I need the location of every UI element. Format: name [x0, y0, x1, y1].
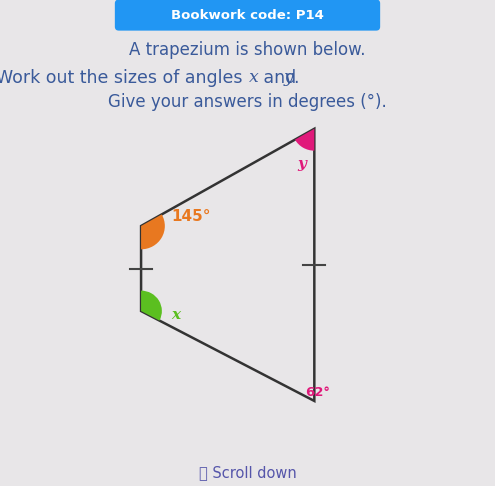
Text: and: and	[258, 69, 302, 87]
Text: y: y	[284, 69, 294, 86]
FancyBboxPatch shape	[115, 0, 380, 31]
Wedge shape	[295, 129, 314, 151]
Text: A trapezium is shown below.: A trapezium is shown below.	[129, 40, 366, 59]
Text: ⤵ Scroll down: ⤵ Scroll down	[198, 465, 297, 480]
Wedge shape	[141, 214, 165, 249]
Text: x: x	[248, 69, 258, 86]
Text: Bookwork code: P14: Bookwork code: P14	[171, 9, 324, 21]
Text: Work out the sizes of angles: Work out the sizes of angles	[0, 69, 248, 87]
Wedge shape	[141, 291, 162, 321]
Text: .: .	[293, 69, 298, 87]
Text: 145°: 145°	[172, 209, 211, 224]
Text: x: x	[171, 308, 180, 322]
Text: Give your answers in degrees (°).: Give your answers in degrees (°).	[108, 93, 387, 111]
Text: 62°: 62°	[305, 386, 330, 399]
Text: y: y	[297, 157, 306, 171]
